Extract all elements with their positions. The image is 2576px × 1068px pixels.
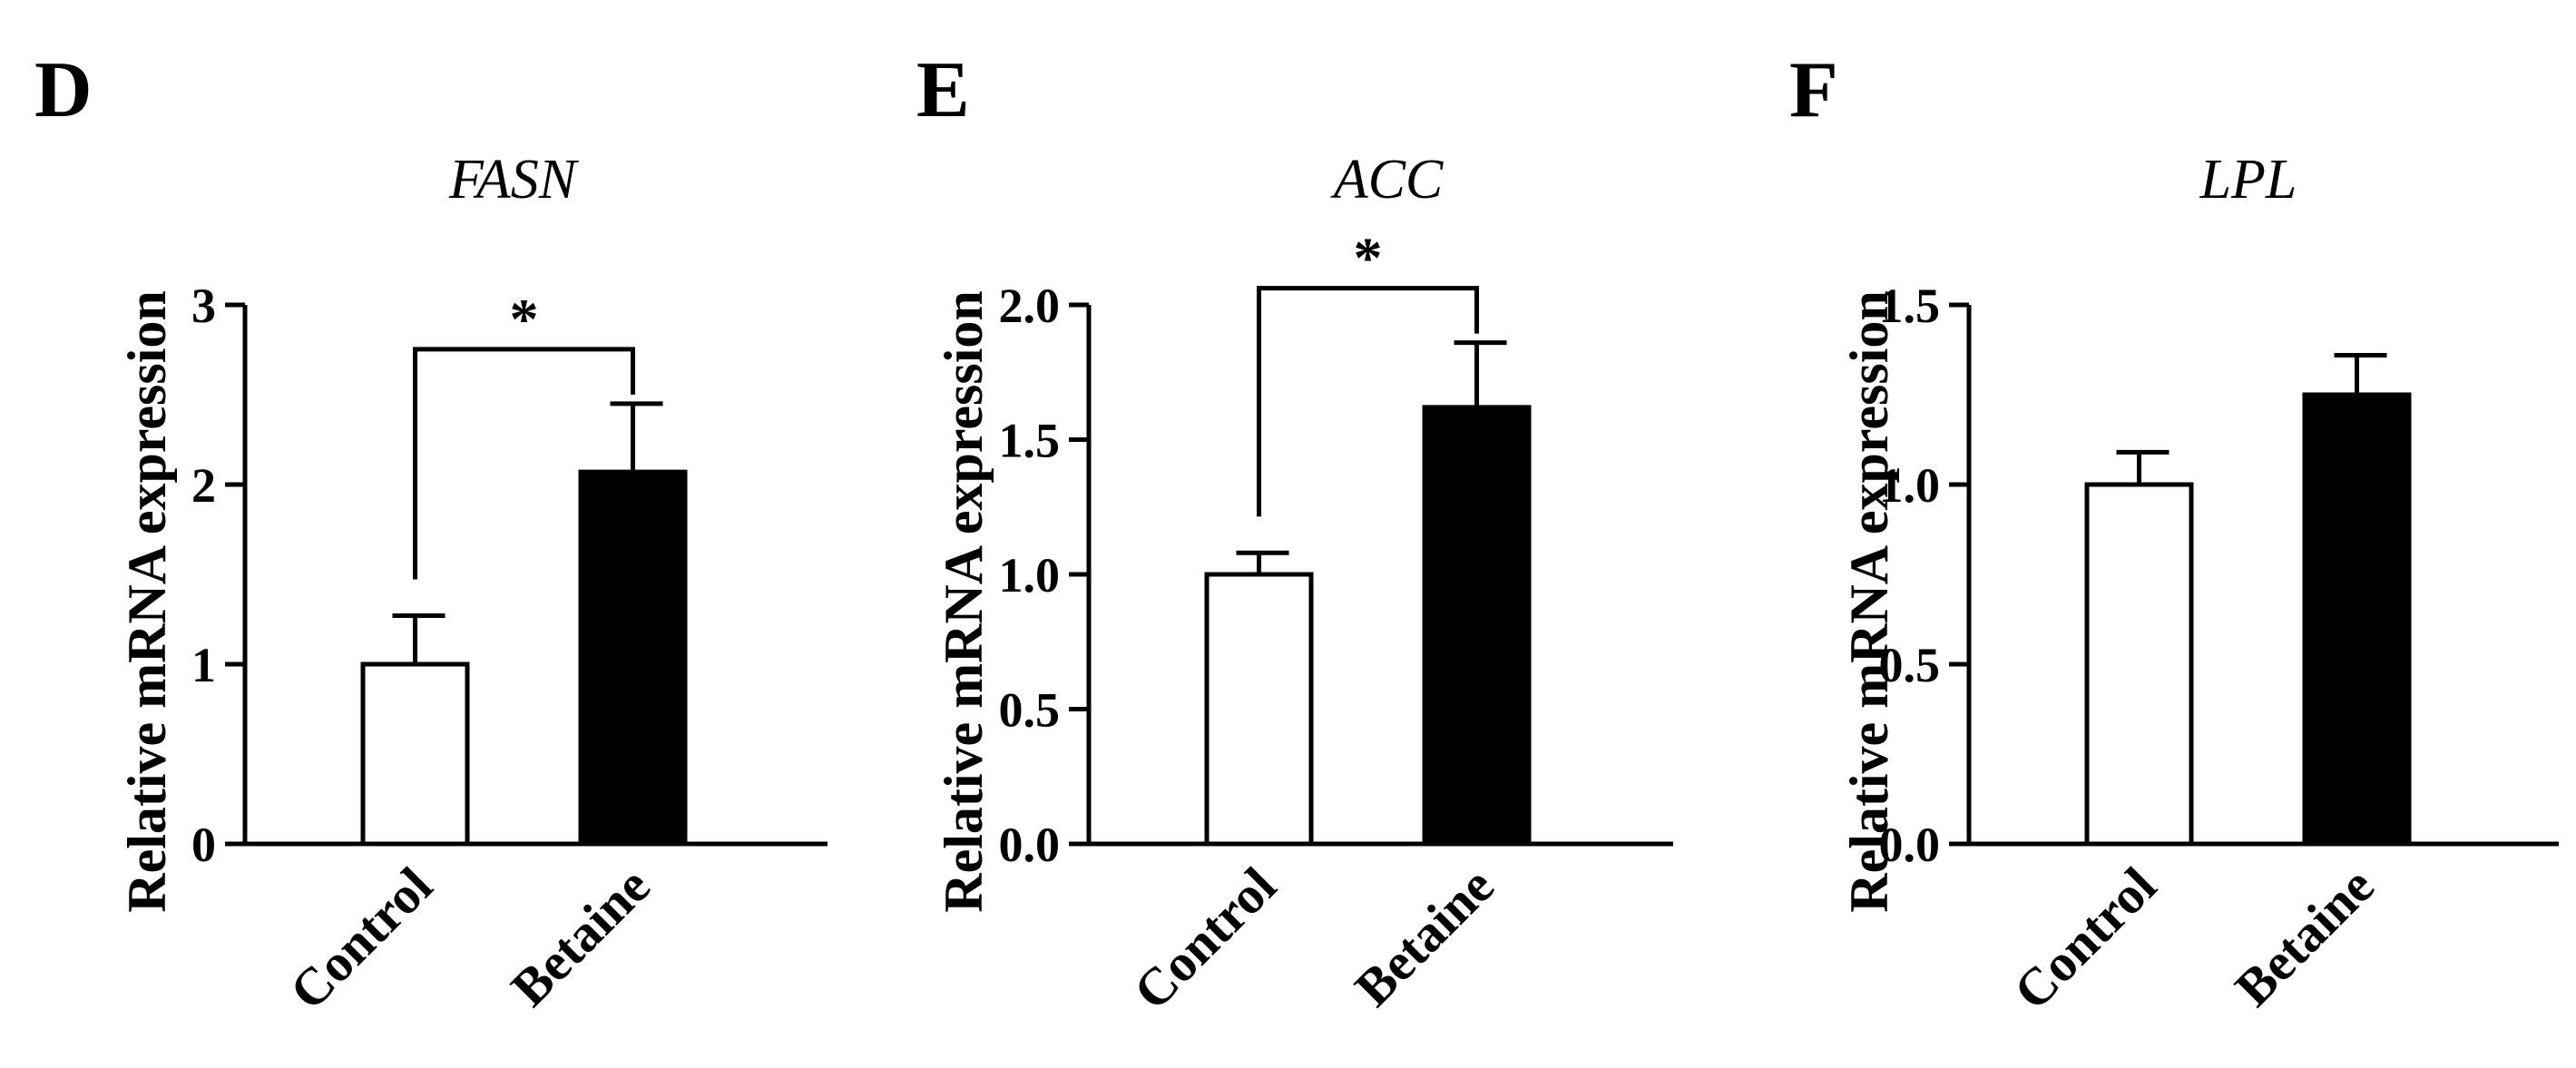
panel-letter: F xyxy=(1789,46,1838,134)
bar-betaine xyxy=(578,469,688,847)
y-tick-label: 0.0 xyxy=(1879,818,1941,872)
y-axis-label: Relative mRNA expression xyxy=(1839,290,1899,913)
y-tick-label: 2 xyxy=(191,458,216,513)
bar-control xyxy=(1204,572,1314,847)
category-label-control: Control xyxy=(2003,856,2168,1021)
y-tick-label: 3 xyxy=(191,279,216,333)
significance-bracket xyxy=(413,347,635,580)
y-tick-label: 0 xyxy=(191,818,216,872)
category-label-betaine: Betaine xyxy=(1344,856,1505,1017)
category-label-control: Control xyxy=(279,856,444,1021)
significance-marker: * xyxy=(510,287,539,351)
significance-marker: * xyxy=(1354,226,1383,290)
category-label-betaine: Betaine xyxy=(500,856,661,1017)
y-tick-label: 1.5 xyxy=(999,414,1061,468)
panel-letter: D xyxy=(34,46,93,134)
y-tick-label: 0.5 xyxy=(1879,638,1941,692)
bar-control xyxy=(2084,482,2194,847)
panel-d: D FASN Relative mRNA expression 0 1 2 3 Control… xyxy=(34,46,828,1021)
bar-betaine xyxy=(1422,405,1532,847)
panel-letter: E xyxy=(916,46,970,134)
bar-betaine xyxy=(2302,392,2412,847)
significance-bracket xyxy=(1257,286,1479,517)
panel-e: E ACC Relative mRNA expression 0.0 0.5 1.0 1.5… xyxy=(916,46,1673,1021)
y-axis-label: Relative mRNA expression xyxy=(117,290,177,913)
category-label-betaine: Betaine xyxy=(2224,856,2385,1017)
bar-control xyxy=(360,661,470,847)
y-tick-label: 0.0 xyxy=(999,818,1061,872)
y-tick-label: 1 xyxy=(191,638,216,692)
y-tick-label: 2.0 xyxy=(999,279,1061,333)
y-tick-label: 0.5 xyxy=(999,683,1061,738)
category-label-control: Control xyxy=(1122,856,1288,1021)
chart-title: LPL xyxy=(2199,149,2297,211)
y-axis-label: Relative mRNA expression xyxy=(934,290,994,913)
y-tick-label: 1.5 xyxy=(1879,279,1941,333)
chart-title: FASN xyxy=(448,149,580,211)
y-tick-label: 1.0 xyxy=(999,548,1061,603)
y-tick-label: 1.0 xyxy=(1879,458,1941,513)
chart-title: ACC xyxy=(1330,149,1444,211)
